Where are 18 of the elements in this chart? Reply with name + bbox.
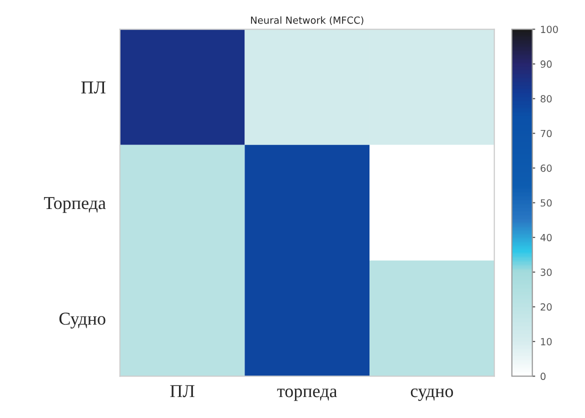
x-tick-label: ПЛ bbox=[170, 385, 194, 398]
color-bar-label: 50 bbox=[540, 199, 552, 207]
color-bar-label: 90 bbox=[540, 60, 552, 68]
x-tick-label: торпеда bbox=[277, 388, 338, 401]
color-bar-label: 30 bbox=[540, 268, 552, 276]
color-bar-label: 20 bbox=[540, 303, 552, 311]
y-tick-label: ПЛ bbox=[81, 82, 106, 94]
y-tick-label: Судно bbox=[59, 312, 106, 329]
color-bar-label: 80 bbox=[540, 95, 552, 102]
color-bar-label: 40 bbox=[540, 234, 552, 242]
y-tick-label: Торпеда bbox=[44, 197, 106, 213]
x-tick-label: судно bbox=[410, 388, 454, 401]
color-bar-label: 70 bbox=[540, 130, 552, 138]
color-bar-label: 100 bbox=[541, 26, 558, 34]
color-bar-label: 60 bbox=[540, 164, 552, 172]
color-bar-label: 0 bbox=[540, 372, 546, 380]
chart-title: Neural Network (MFCC) bbox=[251, 16, 364, 25]
color-bar-label: 10 bbox=[541, 338, 552, 346]
